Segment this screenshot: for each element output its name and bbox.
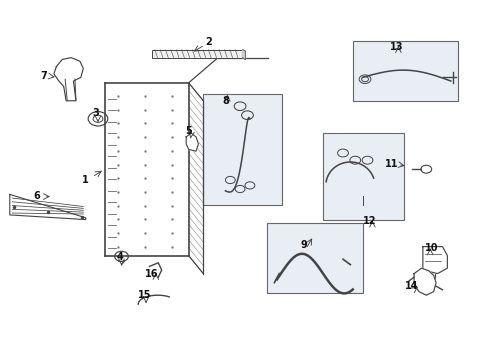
Text: 12: 12: [363, 216, 377, 226]
Text: 2: 2: [205, 37, 212, 47]
Polygon shape: [10, 194, 86, 220]
Bar: [152, 50, 243, 58]
Text: 1: 1: [82, 175, 89, 185]
Bar: [203, 94, 282, 205]
Polygon shape: [414, 268, 436, 295]
Bar: [267, 223, 363, 293]
Polygon shape: [186, 133, 198, 151]
Text: 8: 8: [222, 96, 229, 106]
Text: 16: 16: [145, 269, 159, 279]
Text: 3: 3: [92, 108, 99, 118]
Polygon shape: [243, 50, 245, 60]
Text: 5: 5: [185, 126, 192, 136]
Text: 13: 13: [390, 42, 404, 52]
Text: 15: 15: [138, 290, 151, 300]
Text: 6: 6: [33, 191, 40, 201]
Bar: [353, 41, 458, 101]
Text: 11: 11: [385, 159, 399, 169]
Text: 4: 4: [117, 252, 123, 262]
Text: 10: 10: [424, 243, 438, 253]
Text: 9: 9: [300, 240, 307, 250]
Text: 7: 7: [41, 71, 48, 81]
Bar: [323, 133, 404, 220]
Text: 14: 14: [405, 281, 418, 291]
Polygon shape: [423, 247, 447, 274]
Polygon shape: [54, 58, 83, 101]
